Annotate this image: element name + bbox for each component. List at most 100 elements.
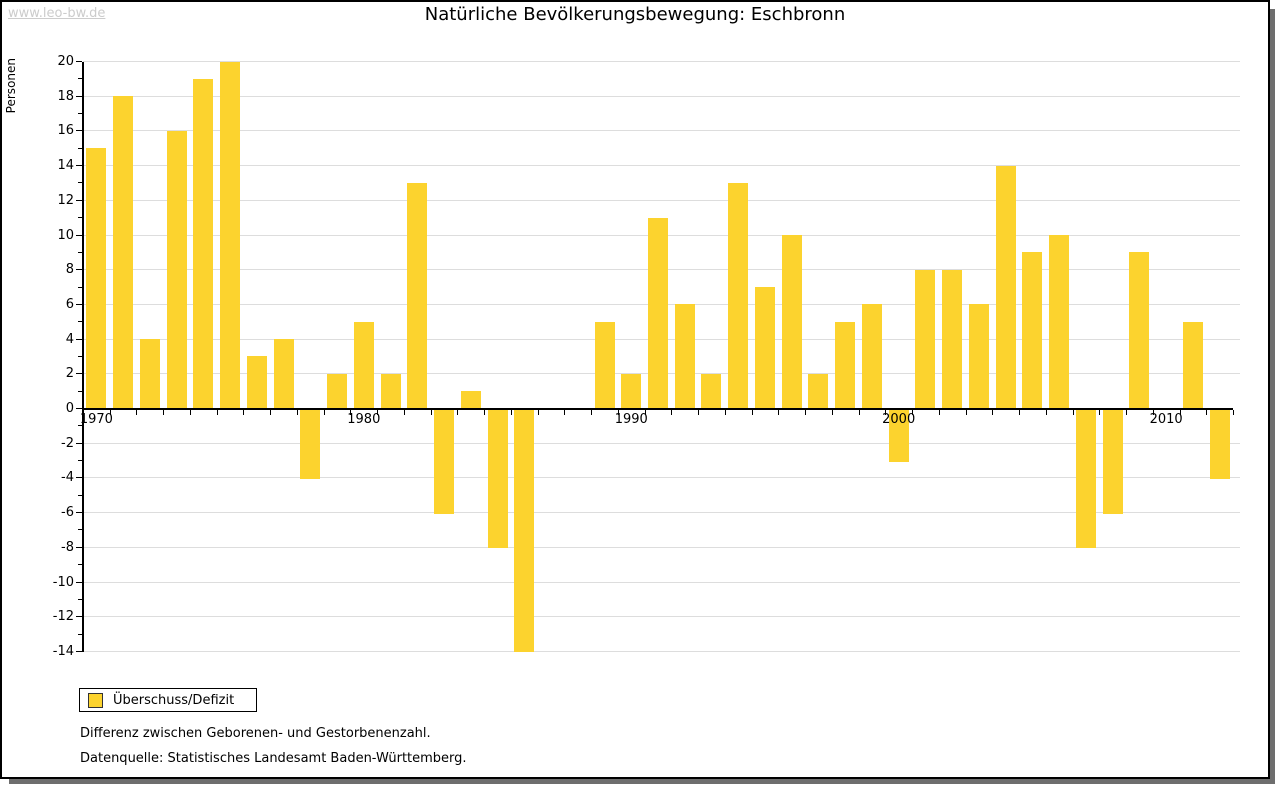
chart-frame: www.leo-bw.de Natürliche Bevölkerungsbew… [0, 0, 1270, 779]
x-tick-17 [537, 409, 539, 415]
y-tick--4 [75, 477, 82, 479]
y-tick-8 [75, 269, 82, 271]
bar-1974 [193, 78, 214, 409]
y-axis-label-8: 8 [65, 262, 74, 278]
bar-1998 [835, 321, 856, 409]
bar-1973 [166, 130, 187, 409]
gridline-12 [83, 199, 1240, 201]
bar-1979 [327, 373, 348, 409]
x-tick-3 [163, 409, 165, 415]
y-tick-19 [77, 78, 82, 80]
x-tick-9 [323, 409, 325, 415]
x-tick-36 [1045, 409, 1047, 415]
gridline--2 [83, 442, 1240, 444]
gridline--8 [83, 546, 1240, 548]
bar-1995 [754, 287, 775, 409]
bar-1984 [460, 391, 481, 409]
legend-label: Überschuss/Defizit [113, 692, 235, 708]
legend: Überschuss/Defizit [79, 688, 257, 712]
y-tick-11 [77, 217, 82, 219]
bar-2009 [1129, 252, 1150, 409]
footnote-definition: Differenz zwischen Geborenen- und Gestor… [80, 726, 431, 741]
bar-1981 [380, 373, 401, 409]
y-axis-label-16: 16 [57, 123, 74, 139]
bar-2008 [1102, 409, 1123, 514]
y-tick-14 [75, 165, 82, 167]
x-axis-label-1970: 1970 [79, 411, 113, 427]
legend-swatch-icon [88, 692, 103, 708]
x-axis-label-2010: 2010 [1149, 411, 1183, 427]
x-tick-38 [1099, 409, 1101, 415]
bar-1993 [701, 373, 722, 409]
y-axis-line [81, 61, 84, 652]
x-tick-27 [805, 409, 807, 415]
y-tick--14 [75, 650, 82, 652]
x-tick-41 [1179, 409, 1181, 415]
x-tick-29 [858, 409, 860, 415]
x-tick-8 [296, 409, 298, 415]
y-axis-label-18: 18 [57, 88, 74, 104]
y-tick-16 [75, 130, 82, 132]
bar-1972 [139, 339, 160, 409]
x-tick-42 [1206, 409, 1208, 415]
bar-2002 [942, 269, 963, 409]
x-tick-40 [1152, 409, 1154, 415]
bar-2004 [995, 165, 1016, 409]
y-tick--8 [75, 546, 82, 548]
x-tick-39 [1126, 409, 1128, 415]
x-tick-20 [617, 409, 619, 415]
x-tick-24 [724, 409, 726, 415]
y-tick-9 [77, 251, 82, 253]
y-tick--11 [77, 598, 82, 600]
gridline--12 [83, 616, 1240, 618]
y-axis-label--2: -2 [61, 435, 74, 451]
y-tick--7 [77, 529, 82, 531]
gridline--6 [83, 512, 1240, 514]
gridline--10 [83, 581, 1240, 583]
x-tick-31 [912, 409, 914, 415]
x-tick-32 [938, 409, 940, 415]
y-axis-label-20: 20 [57, 54, 74, 69]
page-title: Natürliche Bevölkerungsbewegung: Eschbro… [424, 4, 846, 25]
x-tick-14 [457, 409, 459, 415]
bar-1999 [861, 304, 882, 409]
gridline--4 [83, 477, 1240, 479]
y-axis-label--6: -6 [61, 505, 74, 521]
x-tick-37 [1072, 409, 1074, 415]
bar-1976 [246, 356, 267, 409]
bar-1978 [300, 409, 321, 479]
x-tick-21 [644, 409, 646, 415]
y-axis-label--12: -12 [52, 609, 74, 625]
bar-1982 [407, 182, 428, 409]
bar-2011 [1182, 321, 1203, 409]
x-tick-5 [216, 409, 218, 415]
gridline-20 [83, 61, 1240, 62]
y-tick-13 [77, 182, 82, 184]
y-tick-18 [75, 95, 82, 97]
x-tick-19 [591, 409, 593, 415]
bar-2012 [1209, 409, 1230, 479]
bar-2003 [968, 304, 989, 409]
bar-1971 [113, 96, 134, 409]
y-tick-3 [77, 355, 82, 357]
plot-area: 20 18 16 14 12 10 8 6 4 2 0 -2 -4 -6 -8 -10 -12 -14 1970 19… [2, 2, 1268, 777]
x-tick-0 [83, 409, 84, 415]
bar-1990 [621, 373, 642, 409]
y-tick--6 [75, 512, 82, 514]
y-tick--13 [77, 633, 82, 635]
y-axis-label-2: 2 [65, 366, 74, 382]
footnote-source: Datenquelle: Statistisches Landesamt Bad… [80, 751, 467, 766]
x-tick-7 [270, 409, 272, 415]
bar-1994 [728, 182, 749, 409]
bar-1985 [487, 409, 508, 549]
x-axis-label-1980: 1980 [347, 411, 381, 427]
x-tick-12 [403, 409, 405, 415]
x-tick-23 [698, 409, 700, 415]
x-tick-43 [1232, 409, 1234, 415]
bar-1986 [514, 409, 535, 653]
bar-2006 [1049, 235, 1070, 409]
bar-2001 [915, 269, 936, 409]
x-tick-6 [243, 409, 245, 415]
y-tick-12 [75, 199, 82, 201]
bar-1977 [273, 339, 294, 409]
